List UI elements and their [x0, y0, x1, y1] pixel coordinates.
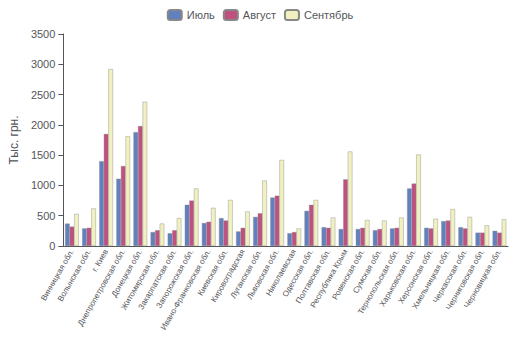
svg-text:3000: 3000 — [31, 58, 55, 70]
svg-text:Ровенская обл.: Ровенская обл. — [330, 247, 367, 302]
svg-text:Август: Август — [243, 9, 276, 21]
svg-text:Кировоградская: Кировоградская — [209, 247, 247, 304]
svg-text:Житомирская обл.: Житомирская обл. — [119, 247, 162, 312]
svg-text:Сумская обл.: Сумская обл. — [351, 247, 384, 295]
svg-text:Киевская обл.: Киевская обл. — [196, 247, 230, 298]
svg-text:Донецкая обл.: Донецкая обл. — [109, 247, 145, 299]
svg-text:500: 500 — [37, 210, 55, 222]
svg-text:Черниговская обл.: Черниговская обл. — [444, 247, 487, 312]
svg-text:Ивано-Франковская обл.: Ивано-Франковская обл. — [159, 247, 213, 332]
svg-text:Одесская обл.: Одесская обл. — [280, 247, 316, 299]
svg-text:0: 0 — [49, 240, 55, 252]
svg-text:г. Киев: г. Киев — [90, 247, 110, 274]
svg-text:Луганская обл.: Луганская обл. — [228, 247, 264, 300]
svg-text:3500: 3500 — [31, 28, 55, 40]
svg-text:Волынская обл.: Волынская обл. — [56, 248, 93, 303]
svg-text:Винницкая обл.: Винницкая обл. — [39, 247, 76, 303]
svg-text:Черновицкая обл.: Черновицкая обл. — [462, 248, 503, 310]
svg-text:Черкасская обл.: Черкасская обл. — [431, 247, 470, 305]
svg-text:Сентябрь: Сентябрь — [304, 9, 354, 21]
svg-text:Львовская обл.: Львовская обл. — [245, 247, 281, 301]
svg-text:Закарпатская обл.: Закарпатская обл. — [136, 247, 179, 312]
svg-text:Харьковская обл.: Харьковская обл. — [377, 247, 418, 309]
svg-text:Днепропетровская обл.: Днепропетровская обл. — [75, 247, 128, 328]
svg-text:Тернопольская обл.: Тернопольская обл. — [356, 247, 401, 317]
svg-text:Херсонская обл.: Херсонская обл. — [396, 247, 435, 306]
svg-text:2000: 2000 — [31, 119, 55, 131]
svg-text:Николаевская: Николаевская — [264, 247, 299, 298]
svg-text:Хмельницкая обл.: Хмельницкая обл. — [410, 247, 452, 311]
svg-text:Июль: Июль — [187, 9, 215, 21]
svg-text:2500: 2500 — [31, 89, 55, 101]
svg-text:Тыс. грн.: Тыс. грн. — [7, 115, 21, 164]
svg-text:Республика Крым: Республика Крым — [308, 247, 350, 310]
svg-text:Запорожская обл.: Запорожская обл. — [154, 247, 196, 310]
svg-text:Полтавская обл.: Полтавская обл. — [294, 247, 333, 306]
svg-text:1000: 1000 — [31, 179, 55, 191]
svg-text:1500: 1500 — [31, 149, 55, 161]
